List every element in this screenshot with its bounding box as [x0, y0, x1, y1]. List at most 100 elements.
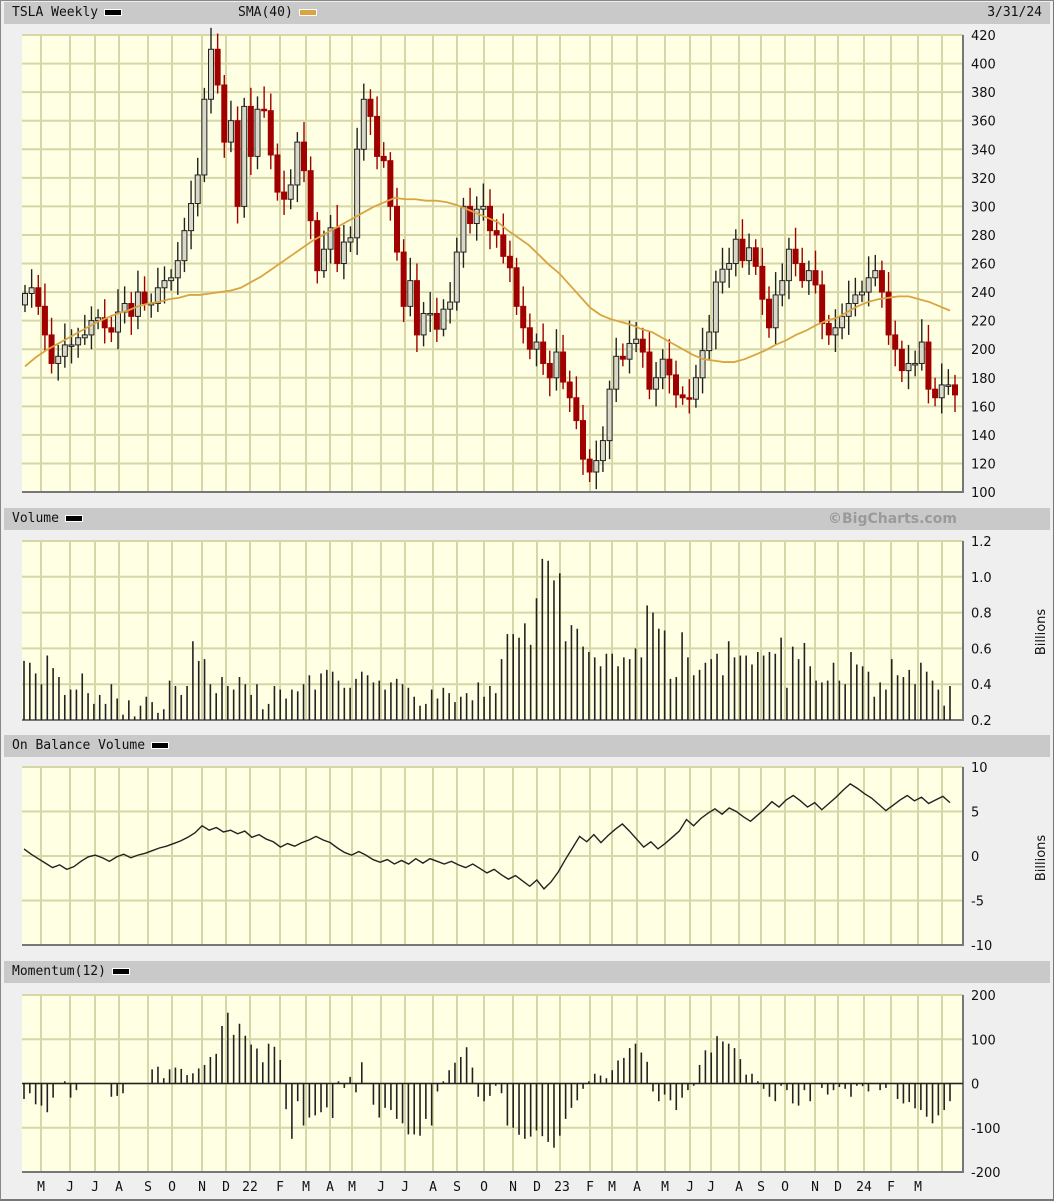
candle — [852, 294, 859, 304]
candle — [467, 205, 474, 225]
candle — [692, 377, 699, 400]
candle — [706, 331, 713, 352]
price-legend: TSLA Weekly — [12, 2, 123, 24]
x-tick-label: A — [735, 1180, 743, 1195]
candle — [779, 280, 786, 296]
ticker-title: TSLA Weekly — [12, 5, 99, 20]
volume-unit-label: Billions — [1034, 609, 1049, 656]
candle — [55, 355, 62, 364]
candle — [832, 327, 839, 336]
volume-panel: 0.2 0.4 0.6 0.8 1.0 1.2 — [22, 535, 992, 729]
x-tick-label: N — [811, 1180, 819, 1195]
x-tick-label: J — [377, 1180, 385, 1195]
candle — [945, 384, 952, 387]
candle — [520, 305, 527, 329]
candle — [75, 337, 82, 346]
price-y-tick: 320 — [971, 172, 996, 187]
candle — [440, 308, 447, 330]
candle — [805, 270, 812, 282]
sma-line — [24, 196, 951, 368]
candle — [666, 358, 673, 376]
obv-y-tick: 5 — [971, 806, 979, 821]
obv-panel-header: On Balance Volume — [4, 735, 1050, 757]
candle — [925, 341, 932, 390]
candle — [799, 263, 806, 282]
candle — [174, 260, 181, 279]
candle — [633, 338, 640, 344]
obv-title: On Balance Volume — [12, 738, 146, 753]
candle — [254, 108, 261, 157]
candle — [673, 374, 679, 396]
x-tick-label: S — [453, 1180, 461, 1195]
x-tick-label: M — [661, 1180, 669, 1195]
candle — [766, 298, 772, 329]
candle — [885, 291, 892, 336]
candle — [427, 312, 434, 316]
candle — [35, 287, 42, 307]
candle — [447, 301, 454, 310]
x-tick-label: F — [586, 1180, 594, 1195]
candle — [878, 270, 885, 293]
candle — [115, 311, 121, 333]
candle — [546, 362, 553, 379]
price-y-tick: 200 — [971, 343, 996, 358]
price-y-tick: 220 — [971, 315, 996, 330]
candle — [859, 291, 865, 296]
candle — [533, 341, 540, 350]
momentum-y-tick: 100 — [971, 1033, 996, 1048]
candle — [380, 155, 387, 162]
candle — [374, 115, 381, 157]
candle — [214, 48, 221, 86]
momentum-title: Momentum(12) — [12, 964, 106, 979]
candle — [301, 141, 307, 172]
candle — [500, 234, 507, 257]
momentum-y-tick: 200 — [971, 989, 996, 1004]
candle — [932, 388, 939, 399]
x-tick-label: N — [509, 1180, 517, 1195]
candle — [274, 154, 281, 193]
volume-y-tick: 1.0 — [971, 571, 992, 586]
candle — [194, 174, 201, 205]
price-y-tick: 180 — [971, 372, 996, 387]
candle — [752, 247, 759, 267]
candle — [161, 280, 168, 289]
momentum-legend: Momentum(12) — [12, 961, 130, 983]
candle — [188, 203, 195, 232]
candle — [68, 344, 75, 347]
candle — [221, 84, 228, 143]
candle — [493, 230, 500, 236]
x-tick-label: 24 — [856, 1180, 872, 1195]
candle — [938, 384, 945, 399]
copyright-label: ©BigCharts.com — [828, 511, 957, 527]
x-tick-label: O — [480, 1180, 488, 1195]
candle — [480, 205, 487, 210]
volume-y-tick: 0.4 — [971, 678, 992, 693]
volume-legend-swatch — [64, 515, 83, 522]
candle — [394, 205, 400, 253]
candle — [586, 458, 593, 473]
candle — [812, 270, 819, 286]
candle — [739, 238, 746, 262]
x-tick-label: J — [686, 1180, 694, 1195]
x-tick-label: O — [168, 1180, 176, 1195]
volume-y-tick: 1.2 — [971, 535, 992, 550]
x-tick-label: M — [914, 1180, 922, 1195]
obv-y-tick: -10 — [971, 939, 992, 954]
candle — [646, 351, 653, 390]
candle — [320, 248, 327, 272]
candle — [679, 394, 686, 399]
x-tick-label: S — [757, 1180, 765, 1195]
x-tick-label: F — [887, 1180, 895, 1195]
candle — [473, 208, 480, 225]
candle — [307, 170, 314, 222]
candle — [553, 351, 560, 379]
volume-legend: Volume — [12, 508, 83, 530]
x-tick-label: M — [37, 1180, 45, 1195]
candle — [952, 384, 958, 396]
candle — [712, 281, 719, 333]
candle — [354, 148, 361, 239]
price-y-tick: 240 — [971, 286, 996, 301]
candle — [785, 248, 792, 282]
candle — [287, 184, 294, 200]
